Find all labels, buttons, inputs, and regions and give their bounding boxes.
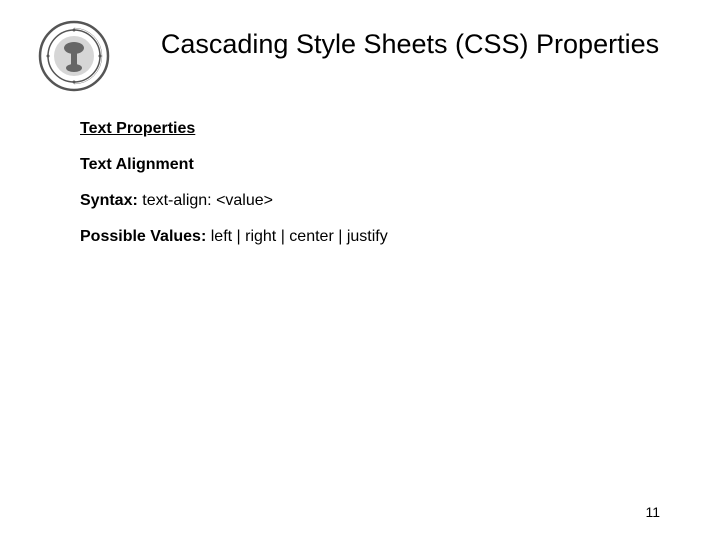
syntax-line: Syntax: text-align: <value> [80,192,640,210]
slide-title: Cascading Style Sheets (CSS) Properties [140,28,680,62]
section-header: Text Properties [80,120,640,138]
page-number: 11 [645,504,660,520]
possible-values-label: Possible Values: [80,228,211,245]
syntax-value: text-align: <value> [142,192,273,209]
syntax-label: Syntax: [80,192,142,209]
university-logo [38,20,110,92]
possible-values-line: Possible Values: left | right | center |… [80,228,640,246]
slide-content: Text Properties Text Alignment Syntax: t… [80,120,640,264]
possible-values-value: left | right | center | justify [211,228,388,245]
sub-header: Text Alignment [80,156,640,174]
